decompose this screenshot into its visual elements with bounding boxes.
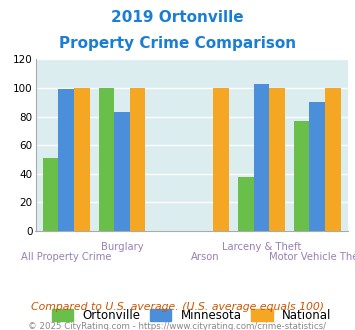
Bar xyxy=(130,88,146,231)
Bar xyxy=(253,84,269,231)
Bar xyxy=(74,88,89,231)
Text: Burglary: Burglary xyxy=(101,243,143,252)
Text: All Property Crime: All Property Crime xyxy=(21,252,111,262)
Bar xyxy=(294,121,310,231)
Text: Arson: Arson xyxy=(191,252,220,262)
Legend: Ortonville, Minnesota, National: Ortonville, Minnesota, National xyxy=(52,309,331,322)
Bar xyxy=(269,88,285,231)
Bar xyxy=(58,89,74,231)
Bar xyxy=(213,88,229,231)
Bar xyxy=(43,158,58,231)
Text: Property Crime Comparison: Property Crime Comparison xyxy=(59,36,296,51)
Bar xyxy=(114,112,130,231)
Bar xyxy=(99,88,114,231)
Text: Compared to U.S. average. (U.S. average equals 100): Compared to U.S. average. (U.S. average … xyxy=(31,302,324,312)
Text: Motor Vehicle Theft: Motor Vehicle Theft xyxy=(269,252,355,262)
Bar xyxy=(238,177,253,231)
Text: © 2025 CityRating.com - https://www.cityrating.com/crime-statistics/: © 2025 CityRating.com - https://www.city… xyxy=(28,322,327,330)
Bar xyxy=(325,88,341,231)
Bar xyxy=(310,102,325,231)
Text: 2019 Ortonville: 2019 Ortonville xyxy=(111,10,244,25)
Text: Larceny & Theft: Larceny & Theft xyxy=(222,243,301,252)
